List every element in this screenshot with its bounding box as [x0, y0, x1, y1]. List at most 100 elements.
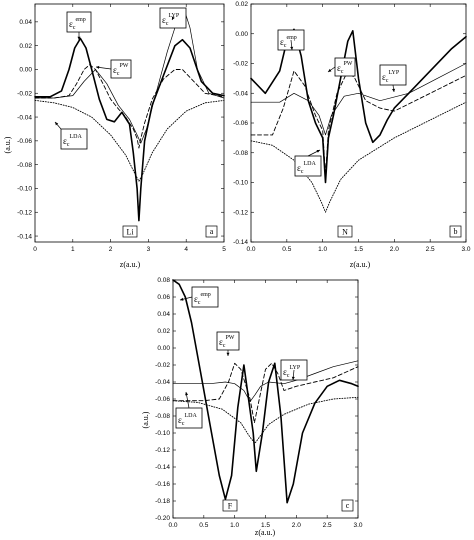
y-tick-label: 0.04 — [19, 19, 32, 26]
y-tick-label: -0.02 — [155, 362, 170, 369]
annotation-text: εc PW — [113, 63, 129, 77]
annotation-arrowhead — [185, 392, 189, 396]
annotation-superscript: emp — [75, 17, 85, 23]
annotation-emp: εc emp — [66, 11, 92, 40]
annotation-subscript: c — [386, 78, 389, 84]
chart-panel-b: 0.02 0.00 -0.02 -0.04 -0.06 -0.08 -0.10 -0.12 -0… — [233, 1, 471, 269]
annotation-superscript: LYP — [168, 13, 179, 19]
annotation-subscript: c — [73, 25, 76, 31]
y-tick-label: -0.08 — [233, 150, 248, 157]
annotation-lyp: εc LYP — [379, 64, 407, 93]
y-tick-label: -0.06 — [17, 138, 32, 145]
annotation-lda: εc LDA — [54, 121, 88, 150]
annotation-text: εc LYP — [162, 13, 180, 27]
epsilon-symbol: ε — [283, 367, 287, 377]
epsilon-symbol: ε — [113, 65, 117, 75]
x-tick-label: 2.5 — [426, 246, 435, 253]
panel-label-frame — [341, 499, 354, 512]
y-tick-label: -0.14 — [155, 464, 170, 471]
epsilon-symbol: ε — [337, 63, 341, 73]
epsilon-symbol: ε — [178, 415, 182, 425]
annotation-superscript: LDA — [184, 413, 197, 419]
x-tick-label: 1.0 — [230, 522, 239, 529]
y-tick-label: -0.04 — [155, 379, 170, 386]
annotation-text: εc LYP — [283, 365, 301, 379]
series-line-emp — [250, 28, 467, 184]
annotation-arrowhead — [172, 16, 175, 20]
annotation-subscript: c — [117, 71, 120, 77]
annotation-superscript: PW — [225, 335, 234, 341]
x-tick-label: 0.5 — [199, 522, 208, 529]
annotation-subscript: c — [166, 21, 169, 27]
annotation-superscript: LDA — [303, 161, 316, 167]
annotation-arrowhead — [316, 150, 320, 153]
y-tick-label: -0.18 — [155, 498, 170, 505]
y-tick-label: -0.06 — [233, 120, 248, 127]
y-tick-label: 0.08 — [157, 277, 170, 284]
y-tick-label: -0.16 — [155, 481, 170, 488]
annotation-superscript: emp — [200, 292, 210, 298]
epsilon-symbol: ε — [382, 72, 386, 82]
panel-label: c — [346, 501, 350, 510]
panel-label: b — [454, 227, 458, 236]
x-tick-label: 3.0 — [461, 246, 470, 253]
annotation-lda: εc LDA — [294, 149, 322, 177]
panel-label-frame — [205, 225, 218, 238]
x-tick-label: 0 — [33, 246, 37, 253]
series-line-lyp — [250, 63, 467, 136]
annotation-text: εc PW — [219, 335, 235, 349]
annotation-text: εc emp — [280, 35, 297, 49]
annotation-superscript: PW — [119, 63, 128, 69]
y-axis-label: (a.u.) — [141, 411, 150, 428]
annotation-subscript: c — [198, 300, 201, 306]
x-tick-label: 4 — [184, 246, 188, 253]
y-tick-label: -0.20 — [155, 515, 170, 522]
series-line-emp — [172, 279, 359, 504]
panel-label-box: b — [449, 225, 462, 238]
annotation-pw: εc PW — [95, 59, 132, 79]
annotation-text: εc PW — [337, 61, 353, 75]
x-axis-label: z(a.u.) — [350, 260, 371, 269]
atom-label-frame — [222, 499, 238, 512]
annotation-subscript: c — [67, 142, 70, 148]
y-tick-label: -0.12 — [155, 447, 170, 454]
annotation-subscript: c — [341, 69, 344, 75]
annotation-arrowhead — [290, 46, 294, 50]
y-tick-label: -0.12 — [17, 209, 32, 216]
x-tick-label: 3.0 — [353, 522, 362, 529]
annotation-text: εc LDA — [178, 413, 197, 427]
panel-label-frame — [449, 225, 462, 238]
annotation-arrowhead — [291, 376, 295, 380]
atom-label: N — [342, 228, 348, 237]
epsilon-symbol: ε — [219, 337, 223, 347]
epsilon-symbol: ε — [297, 163, 301, 173]
x-tick-label: 1.5 — [354, 246, 363, 253]
annotation-arrowhead — [55, 122, 59, 126]
epsilon-symbol: ε — [162, 15, 166, 25]
series-line-lda — [34, 99, 225, 182]
plot-frame — [172, 279, 359, 519]
y-tick-label: -0.14 — [233, 239, 248, 246]
annotation-subscript: c — [287, 373, 290, 379]
y-tick-label: 0.00 — [157, 345, 170, 352]
y-tick-label: 0.04 — [157, 311, 170, 318]
annotation-subscript: c — [301, 169, 304, 175]
panel-label-box: c — [341, 499, 354, 512]
y-tick-label: -0.04 — [233, 90, 248, 97]
y-tick-label: -0.10 — [233, 180, 248, 187]
x-tick-label: 2 — [109, 246, 113, 253]
plot-frame — [34, 3, 225, 243]
x-tick-label: 0.0 — [168, 522, 177, 529]
series-line-lda — [172, 396, 359, 444]
y-tick-label: 0.02 — [235, 1, 248, 8]
annotation-text: εc emp — [69, 17, 86, 31]
series-line-pw — [250, 70, 467, 176]
x-tick-label: 0.0 — [246, 246, 255, 253]
series-line-lyp — [34, 9, 225, 144]
annotation-text: εc LDA — [297, 161, 316, 175]
epsilon-symbol: ε — [63, 136, 67, 146]
y-tick-label: 0.06 — [157, 294, 170, 301]
series-line-pw — [172, 362, 359, 424]
annotation-superscript: LYP — [388, 70, 399, 76]
y-tick-label: 0.02 — [19, 43, 32, 50]
